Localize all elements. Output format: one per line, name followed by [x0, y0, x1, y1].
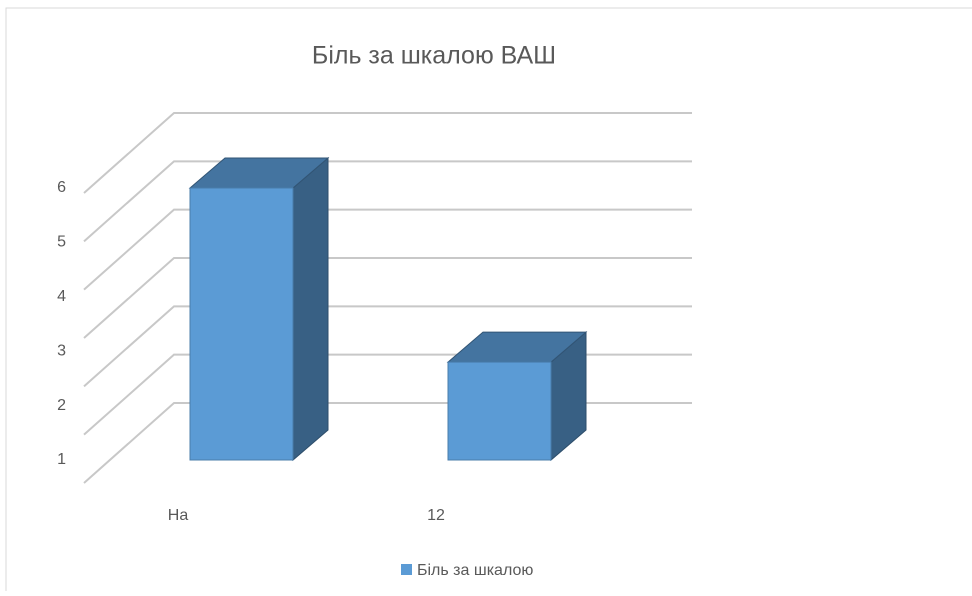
chart-border: [5, 7, 972, 596]
bar: [447, 361, 552, 461]
grid-line: [83, 112, 692, 194]
x-tick-label: На: [168, 507, 189, 524]
legend-label: Біль за шкалою: [417, 562, 533, 579]
bar-side: [292, 156, 329, 462]
y-tick-label: 3: [57, 342, 66, 359]
grid-line: [83, 160, 692, 243]
y-tick-label: 5: [57, 234, 66, 251]
grid-line: [83, 353, 692, 436]
grid-line: [83, 402, 692, 484]
y-tick-label: 6: [57, 179, 66, 196]
x-tick-label: 12: [427, 507, 445, 524]
chart-title: Біль за шкалою ВАШ: [312, 42, 556, 70]
bar: [189, 187, 294, 461]
y-tick-label: 1: [57, 451, 66, 468]
grid-line: [83, 257, 692, 339]
grid-line: [83, 305, 692, 388]
legend-swatch: [401, 564, 412, 575]
y-tick-label: 2: [57, 397, 66, 414]
grid-line: [83, 208, 692, 291]
y-tick-label: 4: [57, 288, 66, 305]
